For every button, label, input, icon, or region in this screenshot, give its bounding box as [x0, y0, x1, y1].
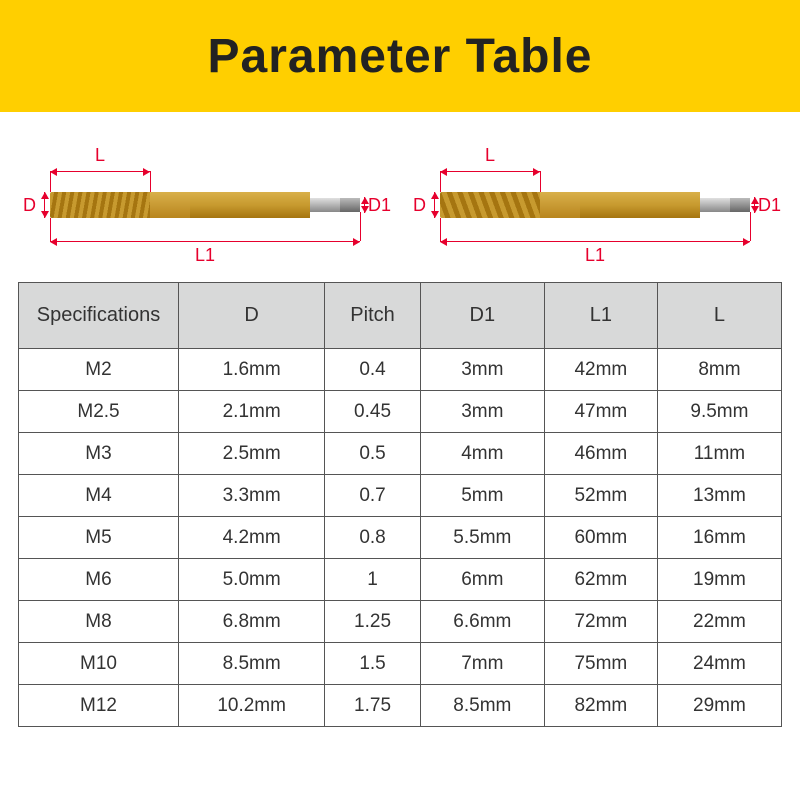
table-cell: M4 [19, 475, 179, 517]
col-header: D1 [420, 283, 544, 349]
page-title: Parameter Table [208, 29, 593, 84]
table-cell: 8.5mm [179, 643, 325, 685]
col-header: L1 [544, 283, 657, 349]
table-cell: 6mm [420, 559, 544, 601]
table-cell: 0.7 [325, 475, 421, 517]
table-cell: 16mm [657, 517, 781, 559]
table-cell: 60mm [544, 517, 657, 559]
table-cell: 24mm [657, 643, 781, 685]
table-cell: M8 [19, 601, 179, 643]
dim-label-L1: L1 [195, 245, 215, 266]
col-header: L [657, 283, 781, 349]
table-cell: 29mm [657, 685, 781, 727]
dim-line-L [50, 171, 150, 172]
table-cell: 3.3mm [179, 475, 325, 517]
table-row: M54.2mm0.85.5mm60mm16mm [19, 517, 782, 559]
table-cell: 0.4 [325, 349, 421, 391]
table-cell: 75mm [544, 643, 657, 685]
table-cell: M12 [19, 685, 179, 727]
tap-diagram-straight: L D D1 L1 [20, 137, 390, 267]
table-cell: 22mm [657, 601, 781, 643]
dim-label-L1: L1 [585, 245, 605, 266]
dim-label-L: L [95, 145, 105, 166]
table-cell: 46mm [544, 433, 657, 475]
table-header: SpecificationsDPitchD1L1L [19, 283, 782, 349]
table-cell: 52mm [544, 475, 657, 517]
table-row: M108.5mm1.57mm75mm24mm [19, 643, 782, 685]
table-cell: 7mm [420, 643, 544, 685]
table-cell: 3mm [420, 349, 544, 391]
tap-body-straight [50, 192, 360, 218]
table-cell: M6 [19, 559, 179, 601]
tap-body-spiral [440, 192, 750, 218]
table-cell: 1.75 [325, 685, 421, 727]
table-cell: 6.6mm [420, 601, 544, 643]
dim-label-D: D [413, 195, 426, 216]
table-cell: 62mm [544, 559, 657, 601]
table-cell: 1.25 [325, 601, 421, 643]
table-cell: 1.6mm [179, 349, 325, 391]
parameter-table: SpecificationsDPitchD1L1L M21.6mm0.43mm4… [18, 282, 782, 727]
table-cell: 4mm [420, 433, 544, 475]
table-cell: 11mm [657, 433, 781, 475]
table-cell: 5.5mm [420, 517, 544, 559]
table-cell: M10 [19, 643, 179, 685]
table-cell: 10.2mm [179, 685, 325, 727]
table-cell: 42mm [544, 349, 657, 391]
table-row: M65.0mm16mm62mm19mm [19, 559, 782, 601]
table-cell: 0.8 [325, 517, 421, 559]
table-cell: 8mm [657, 349, 781, 391]
tap-diagram-spiral: L D D1 L1 [410, 137, 780, 267]
table-cell: 4.2mm [179, 517, 325, 559]
table-cell: 8.5mm [420, 685, 544, 727]
table-cell: M5 [19, 517, 179, 559]
dim-line-L1 [50, 241, 360, 242]
dim-label-D1: D1 [368, 195, 391, 216]
table-cell: M3 [19, 433, 179, 475]
table-row: M32.5mm0.54mm46mm11mm [19, 433, 782, 475]
dim-label-D: D [23, 195, 36, 216]
table-cell: 0.45 [325, 391, 421, 433]
col-header: D [179, 283, 325, 349]
table-cell: 1.5 [325, 643, 421, 685]
table-cell: 3mm [420, 391, 544, 433]
dim-label-L: L [485, 145, 495, 166]
dim-line-D [44, 192, 45, 218]
table-cell: 19mm [657, 559, 781, 601]
parameter-table-wrap: SpecificationsDPitchD1L1L M21.6mm0.43mm4… [0, 282, 800, 727]
col-header: Specifications [19, 283, 179, 349]
table-cell: 5.0mm [179, 559, 325, 601]
table-row: M21.6mm0.43mm42mm8mm [19, 349, 782, 391]
dim-line-D1 [364, 197, 365, 213]
table-cell: 5mm [420, 475, 544, 517]
table-cell: 2.1mm [179, 391, 325, 433]
table-cell: 47mm [544, 391, 657, 433]
table-cell: 82mm [544, 685, 657, 727]
table-cell: M2.5 [19, 391, 179, 433]
dim-label-D1: D1 [758, 195, 781, 216]
diagram-zone: L D D1 L1 L D [0, 112, 800, 282]
table-row: M86.8mm1.256.6mm72mm22mm [19, 601, 782, 643]
table-cell: 1 [325, 559, 421, 601]
table-row: M43.3mm0.75mm52mm13mm [19, 475, 782, 517]
table-cell: 2.5mm [179, 433, 325, 475]
table-cell: 72mm [544, 601, 657, 643]
header-band: Parameter Table [0, 0, 800, 112]
table-row: M1210.2mm1.758.5mm82mm29mm [19, 685, 782, 727]
table-cell: 13mm [657, 475, 781, 517]
table-cell: 9.5mm [657, 391, 781, 433]
col-header: Pitch [325, 283, 421, 349]
table-cell: 0.5 [325, 433, 421, 475]
table-body: M21.6mm0.43mm42mm8mmM2.52.1mm0.453mm47mm… [19, 349, 782, 727]
table-cell: 6.8mm [179, 601, 325, 643]
table-row: M2.52.1mm0.453mm47mm9.5mm [19, 391, 782, 433]
table-cell: M2 [19, 349, 179, 391]
